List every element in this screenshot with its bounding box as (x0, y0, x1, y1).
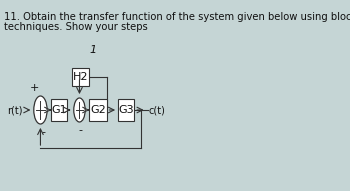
Text: G2: G2 (90, 105, 106, 115)
Text: 1: 1 (89, 45, 96, 55)
Circle shape (34, 96, 47, 124)
Text: c(t): c(t) (149, 105, 166, 115)
Text: H2: H2 (73, 72, 88, 82)
Bar (51, 99, 66, 121)
Text: -: - (42, 127, 46, 137)
Text: G1: G1 (51, 105, 67, 115)
Text: -: - (78, 125, 82, 135)
Text: +: + (29, 83, 39, 93)
Text: G3: G3 (118, 105, 134, 115)
Text: 11. Obtain the transfer function of the system given below using block diagram r: 11. Obtain the transfer function of the … (4, 12, 350, 22)
Bar (72, 68, 89, 86)
Circle shape (74, 98, 85, 122)
Bar (118, 99, 134, 121)
Bar (90, 99, 107, 121)
Text: r(t): r(t) (7, 105, 23, 115)
Text: techniques. Show your steps: techniques. Show your steps (4, 22, 148, 32)
